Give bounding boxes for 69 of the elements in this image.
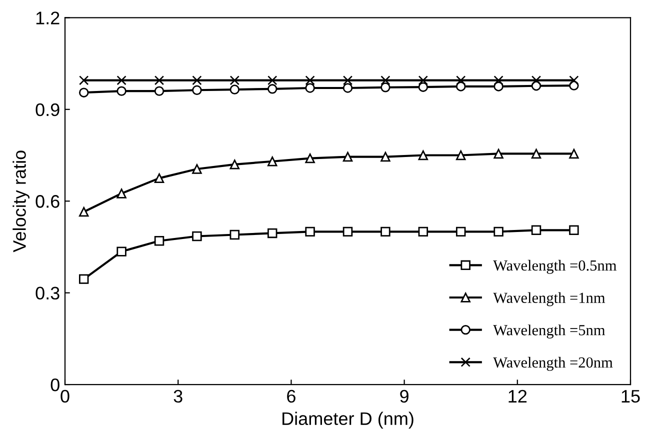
x-tick-label: 12 — [508, 390, 527, 402]
point — [342, 152, 353, 162]
point — [380, 152, 390, 162]
point — [192, 231, 202, 242]
point — [116, 246, 126, 256]
point — [267, 156, 278, 166]
y-tick-label: 1.2 — [36, 12, 60, 24]
point — [531, 225, 542, 236]
point — [494, 226, 504, 237]
x-axis-title: Diameter D (nm) — [282, 412, 414, 429]
point — [305, 75, 315, 86]
point — [78, 75, 89, 86]
point — [342, 75, 353, 86]
point — [305, 83, 315, 93]
point — [456, 150, 466, 160]
y-tick-label: 0.6 — [36, 195, 60, 208]
point — [192, 164, 202, 174]
point — [380, 75, 390, 86]
point — [230, 84, 240, 94]
point — [116, 188, 126, 198]
point — [192, 75, 202, 86]
point — [154, 173, 164, 184]
legend-label: Wavelength =1nm — [493, 292, 606, 306]
point — [531, 148, 542, 159]
point — [418, 150, 428, 160]
point — [78, 274, 89, 284]
x-tick-label: 9 — [400, 390, 408, 403]
point — [267, 84, 278, 94]
point — [154, 236, 164, 246]
point — [267, 228, 278, 238]
point — [494, 148, 504, 159]
point — [494, 75, 504, 86]
legend-label: Wavelength =0.5nm — [493, 260, 617, 274]
point — [531, 75, 542, 86]
point — [418, 82, 428, 92]
point — [569, 75, 579, 86]
y-tick-label: 0 — [50, 378, 60, 392]
legend-label: Wavelength =20nm — [493, 356, 613, 371]
point — [305, 153, 315, 164]
point — [267, 75, 278, 86]
y-axis-title: Velocity ratio — [12, 150, 30, 252]
point — [192, 85, 202, 95]
point — [230, 230, 240, 240]
x-tick-label: 3 — [174, 390, 182, 403]
point — [116, 75, 126, 86]
point — [230, 75, 240, 86]
x-tick-label: 0 — [60, 390, 70, 403]
y-tick-label: 0.9 — [36, 103, 60, 116]
point — [230, 160, 240, 170]
point — [78, 206, 89, 217]
point — [154, 86, 164, 96]
x-tick-label: 6 — [287, 390, 296, 403]
point — [456, 226, 466, 237]
x-tick-label: 15 — [622, 390, 640, 403]
point — [342, 83, 353, 93]
point — [116, 86, 126, 96]
point — [154, 75, 164, 86]
point — [569, 225, 579, 236]
point — [305, 226, 315, 237]
y-tick-label: 0.3 — [36, 286, 60, 300]
point — [418, 226, 428, 237]
point — [380, 226, 390, 237]
point — [78, 88, 89, 98]
legend-label: Wavelength =5nm — [493, 324, 606, 338]
point — [380, 82, 390, 92]
point — [456, 75, 466, 86]
point — [418, 75, 428, 86]
point — [569, 148, 579, 159]
point — [342, 226, 353, 237]
